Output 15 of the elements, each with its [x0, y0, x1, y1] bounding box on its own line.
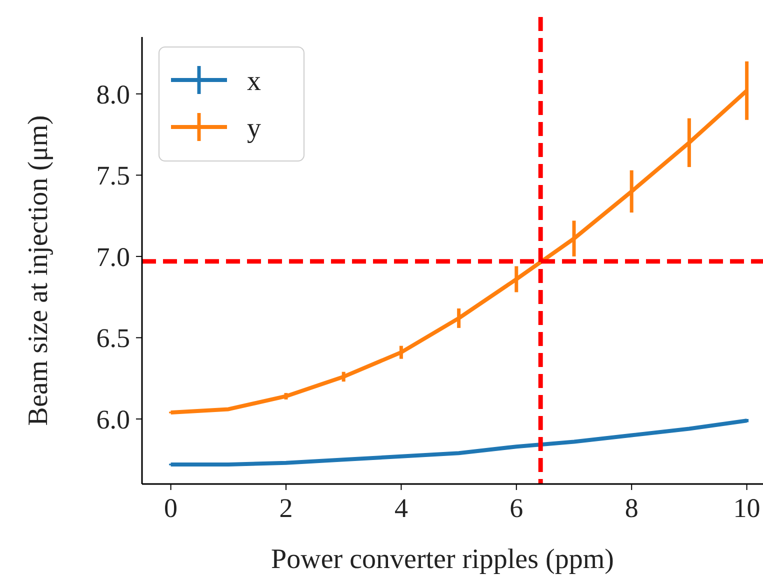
y-tick-label: 7.5	[96, 160, 130, 191]
y-tick-label: 6.0	[96, 404, 130, 434]
x-tick-label: 2	[279, 493, 293, 523]
legend-label: y	[247, 112, 261, 144]
y-tick-label: 8.0	[96, 79, 130, 110]
x-tick-label: 6	[510, 493, 524, 523]
y-axis-title: Beam size at injection (μm)	[23, 115, 54, 426]
y-tick-label: 6.5	[96, 323, 130, 354]
x-tick-label: 10	[733, 493, 760, 523]
x-tick-label: 0	[164, 493, 178, 523]
legend-label: x	[247, 66, 261, 97]
x-tick-label: 4	[394, 493, 408, 523]
y-tick-label: 7.0	[96, 242, 130, 272]
x-tick-label: 8	[624, 493, 638, 523]
x-axis-title: Power converter ripples (ppm)	[271, 544, 614, 575]
